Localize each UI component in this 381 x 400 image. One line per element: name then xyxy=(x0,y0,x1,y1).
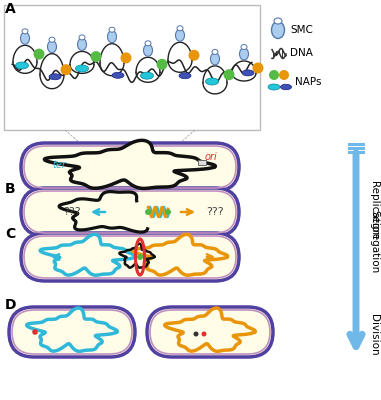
FancyBboxPatch shape xyxy=(9,307,135,357)
Circle shape xyxy=(145,209,151,215)
Ellipse shape xyxy=(210,53,219,65)
Ellipse shape xyxy=(77,38,86,50)
Text: Replication: Replication xyxy=(369,181,379,239)
Circle shape xyxy=(189,50,200,61)
Polygon shape xyxy=(165,308,255,351)
Text: D: D xyxy=(5,298,16,312)
Ellipse shape xyxy=(242,70,254,76)
FancyBboxPatch shape xyxy=(21,143,239,191)
Ellipse shape xyxy=(177,26,183,31)
Ellipse shape xyxy=(241,44,247,50)
FancyBboxPatch shape xyxy=(147,307,273,357)
Ellipse shape xyxy=(107,31,117,43)
Ellipse shape xyxy=(79,35,85,40)
Text: ???: ??? xyxy=(206,207,224,217)
Polygon shape xyxy=(119,244,155,268)
Bar xyxy=(4,5,260,130)
Circle shape xyxy=(32,329,38,335)
Ellipse shape xyxy=(280,84,291,90)
Polygon shape xyxy=(40,234,136,275)
Ellipse shape xyxy=(141,72,154,79)
Ellipse shape xyxy=(274,18,282,24)
Ellipse shape xyxy=(176,29,184,41)
Ellipse shape xyxy=(49,37,55,42)
Circle shape xyxy=(224,69,234,80)
Circle shape xyxy=(34,49,45,60)
Ellipse shape xyxy=(75,65,88,72)
Text: A: A xyxy=(5,2,16,16)
Circle shape xyxy=(120,52,131,64)
Ellipse shape xyxy=(112,72,124,78)
Circle shape xyxy=(165,209,171,215)
FancyBboxPatch shape xyxy=(21,188,239,236)
Ellipse shape xyxy=(268,84,280,90)
Bar xyxy=(198,160,206,165)
Circle shape xyxy=(269,70,279,80)
Circle shape xyxy=(91,51,101,62)
Ellipse shape xyxy=(205,78,218,85)
Circle shape xyxy=(157,59,168,70)
Text: ???: ??? xyxy=(63,207,81,217)
Circle shape xyxy=(202,332,207,336)
Text: Division: Division xyxy=(369,314,379,356)
Text: C: C xyxy=(5,227,15,241)
Ellipse shape xyxy=(48,41,56,53)
Circle shape xyxy=(137,254,143,260)
Ellipse shape xyxy=(109,27,115,32)
Text: SMC: SMC xyxy=(290,25,313,35)
Polygon shape xyxy=(45,140,215,188)
Ellipse shape xyxy=(22,29,28,34)
Circle shape xyxy=(61,64,72,75)
Text: ter: ter xyxy=(52,160,66,170)
Ellipse shape xyxy=(240,48,248,60)
Ellipse shape xyxy=(16,62,29,69)
Ellipse shape xyxy=(212,49,218,54)
Text: ori: ori xyxy=(205,152,218,162)
FancyBboxPatch shape xyxy=(21,233,239,281)
Circle shape xyxy=(279,70,289,80)
Text: Segregation: Segregation xyxy=(369,210,379,274)
Polygon shape xyxy=(132,234,228,275)
Circle shape xyxy=(194,332,199,336)
Text: DNA: DNA xyxy=(290,48,313,58)
Polygon shape xyxy=(27,308,117,351)
Ellipse shape xyxy=(272,22,285,38)
Text: B: B xyxy=(5,182,16,196)
Ellipse shape xyxy=(144,44,152,56)
Circle shape xyxy=(253,62,264,74)
Text: NAPs: NAPs xyxy=(295,77,322,87)
Ellipse shape xyxy=(49,74,61,80)
Ellipse shape xyxy=(179,73,191,79)
Ellipse shape xyxy=(145,41,151,46)
Ellipse shape xyxy=(21,32,29,44)
